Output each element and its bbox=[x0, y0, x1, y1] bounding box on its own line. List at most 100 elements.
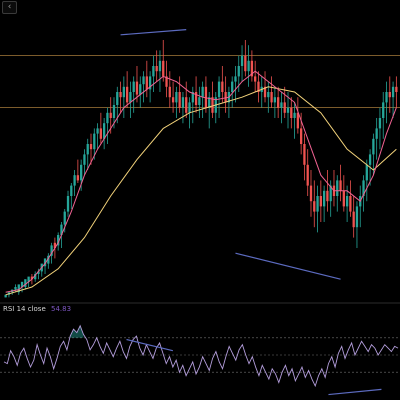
candle-body bbox=[43, 258, 47, 267]
candle-body bbox=[116, 92, 119, 105]
candle-body bbox=[168, 86, 171, 98]
candle-body bbox=[70, 185, 73, 196]
candle-body bbox=[20, 281, 24, 287]
candle-body bbox=[211, 97, 214, 113]
candle-body bbox=[375, 128, 378, 139]
candle-body bbox=[309, 185, 313, 202]
candle-body bbox=[254, 76, 257, 82]
candle-body bbox=[152, 66, 155, 77]
candle-body bbox=[122, 86, 125, 98]
rsi-line bbox=[3, 324, 399, 388]
candle-body bbox=[329, 185, 332, 202]
candle-body bbox=[132, 81, 135, 92]
candle-body bbox=[125, 86, 129, 103]
candle-body bbox=[181, 97, 185, 108]
candle-body bbox=[345, 196, 349, 207]
candle-body bbox=[391, 86, 395, 98]
candle-body bbox=[165, 76, 168, 87]
candles-group bbox=[4, 40, 398, 298]
candle-body bbox=[83, 154, 86, 165]
candle-body bbox=[355, 206, 359, 228]
candle-body bbox=[267, 92, 270, 98]
candle-body bbox=[372, 138, 375, 155]
candle-body bbox=[80, 164, 83, 181]
candle-body bbox=[66, 196, 70, 212]
candle-body bbox=[244, 55, 247, 72]
rsi-overbought-fill bbox=[70, 325, 84, 338]
candle-body bbox=[158, 60, 162, 72]
candle-body bbox=[208, 97, 211, 108]
candle-body bbox=[313, 201, 316, 212]
candle-body bbox=[4, 294, 7, 298]
candle-body bbox=[231, 81, 234, 92]
price-divergence-line-0 bbox=[120, 29, 187, 36]
candle-body bbox=[185, 97, 188, 113]
candle-body bbox=[303, 144, 306, 165]
candle-body bbox=[14, 287, 17, 290]
candle-body bbox=[194, 92, 198, 105]
collapse-panel-button[interactable]: ‹ bbox=[2, 1, 17, 14]
candle-body bbox=[109, 112, 112, 118]
candle-body bbox=[99, 128, 103, 139]
candle-body bbox=[106, 112, 109, 124]
candle-body bbox=[50, 245, 53, 256]
candle-body bbox=[175, 92, 178, 103]
candle-body bbox=[385, 92, 388, 103]
candle-body bbox=[322, 190, 326, 207]
moving-average-fast-line bbox=[5, 70, 397, 293]
candle-body bbox=[280, 102, 283, 108]
candle-body bbox=[277, 97, 280, 108]
candle-body bbox=[145, 76, 148, 90]
candle-body bbox=[47, 255, 50, 264]
candle-body bbox=[96, 128, 99, 134]
candle-body bbox=[171, 97, 175, 103]
candle-body bbox=[234, 76, 237, 82]
candle-body bbox=[270, 92, 273, 103]
candle-body bbox=[60, 224, 63, 235]
candle-body bbox=[296, 112, 300, 129]
rsi-divergence-line-1 bbox=[328, 388, 382, 396]
candle-body bbox=[162, 60, 165, 77]
candle-body bbox=[336, 180, 339, 196]
candle-body bbox=[299, 128, 303, 144]
candle-body bbox=[188, 102, 191, 113]
candle-body bbox=[112, 105, 116, 118]
candle-body bbox=[24, 279, 27, 287]
rsi-divergence-line-0 bbox=[126, 338, 173, 352]
rsi-legend-value: 54.83 bbox=[51, 305, 72, 313]
candle-body bbox=[224, 92, 227, 103]
candle-body bbox=[293, 112, 296, 118]
candle-body bbox=[286, 107, 290, 113]
candle-body bbox=[155, 66, 158, 72]
candle-body bbox=[191, 92, 194, 103]
candle-body bbox=[178, 92, 181, 108]
candle-body bbox=[76, 175, 80, 181]
candle-body bbox=[365, 164, 368, 181]
candle-body bbox=[221, 81, 224, 92]
candle-body bbox=[339, 180, 342, 191]
candle-body bbox=[257, 81, 260, 92]
candle-body bbox=[326, 190, 329, 202]
candle-body bbox=[198, 97, 201, 105]
candle-body bbox=[135, 81, 139, 95]
candle-body bbox=[129, 92, 132, 103]
candle-body bbox=[63, 211, 66, 225]
rsi-legend: RSI 14 close 54.83 bbox=[3, 305, 71, 314]
candle-body bbox=[382, 102, 385, 118]
candle-body bbox=[319, 196, 322, 207]
candle-body bbox=[283, 102, 286, 113]
candle-body bbox=[250, 60, 254, 77]
candle-body bbox=[30, 276, 34, 280]
candle-body bbox=[273, 97, 277, 103]
candle-body bbox=[89, 144, 93, 150]
candle-body bbox=[395, 86, 398, 92]
candle-body bbox=[86, 144, 89, 155]
candle-body bbox=[368, 154, 372, 165]
candle-body bbox=[352, 211, 355, 228]
candle-body bbox=[53, 242, 57, 248]
candle-body bbox=[378, 118, 382, 129]
candle-body bbox=[240, 55, 244, 66]
candle-body bbox=[119, 92, 122, 98]
candle-body bbox=[204, 86, 208, 108]
